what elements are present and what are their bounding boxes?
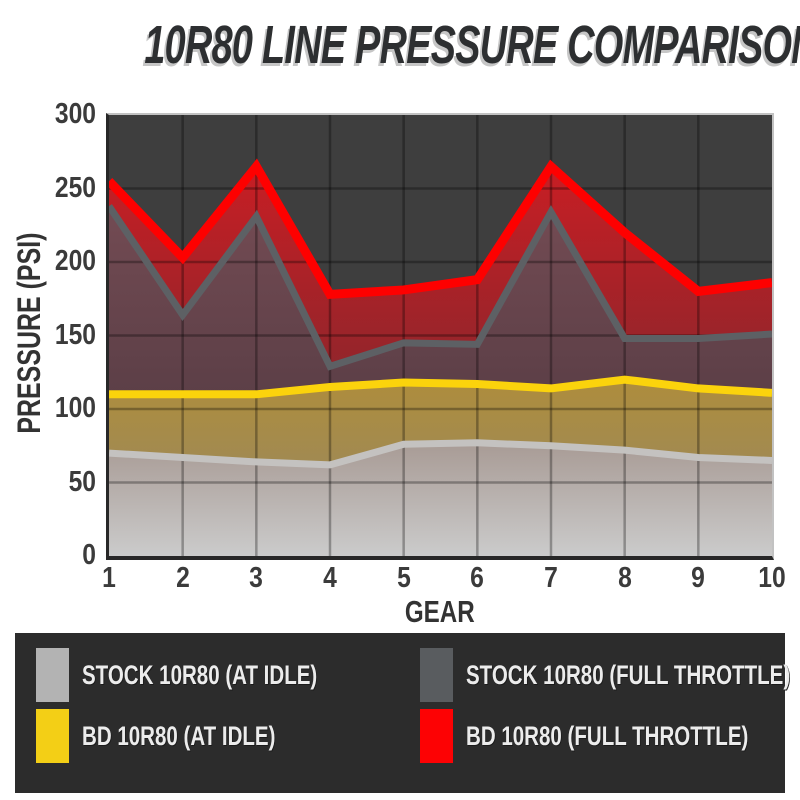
x-tick-label: 4 [323,562,337,594]
y-tick-label: 300 [54,98,96,130]
legend-item-stock-idle: STOCK 10R80 (AT IDLE) [36,648,392,702]
area-stock-full-throttle [109,206,772,395]
line-stock-idle [109,439,772,469]
y-tick-label: 150 [54,318,96,351]
x-tick-label: 9 [691,562,706,594]
legend-label-bd-full-throttle: BD 10R80 (FULL THROTTLE) [466,720,749,751]
legend-label-bd-idle: BD 10R80 (AT IDLE) [82,720,276,751]
y-tick-label: 100 [54,392,96,424]
x-axis-title-text: GEAR [405,594,475,629]
line-stock-full-throttle [109,204,772,371]
x-axis-title: GEAR [240,594,640,630]
y-tick-label: 0 [82,539,96,571]
x-tick-label: 7 [544,562,558,594]
chart-title-text: 10R80 LINE PRESSURE COMPARISON [144,15,800,75]
legend-swatch-stock-idle [36,648,69,702]
plot-frame [106,113,774,560]
y-tick-label: 200 [54,245,96,277]
legend-swatch-bd-idle [36,709,69,763]
x-tick-label: 5 [396,562,411,594]
area-bd-idle [109,379,772,465]
legend-item-bd-full-throttle: BD 10R80 (FULL THROTTLE) [420,709,800,763]
legend-label-stock-idle: STOCK 10R80 (AT IDLE) [82,659,318,690]
pressure-comparison-chart [109,115,772,556]
x-tick-label: 1 [102,562,116,594]
legend: STOCK 10R80 (AT IDLE) STOCK 10R80 (FULL … [15,633,790,793]
legend-item-stock-full-throttle: STOCK 10R80 (FULL THROTTLE) [420,648,800,702]
y-tick-label: 50 [68,465,96,498]
chart-title: 10R80 LINE PRESSURE COMPARISON [0,14,800,76]
x-tick-label: 2 [175,562,190,594]
y-tick-label: 250 [54,171,96,204]
x-tick-label: 8 [617,562,632,594]
legend-label-stock-full-throttle: STOCK 10R80 (FULL THROTTLE) [466,659,791,690]
legend-swatch-stock-full-throttle [420,648,453,702]
line-bd-full-throttle [109,158,772,299]
line-bd-idle [109,375,772,399]
x-tick-label: 6 [470,562,485,594]
area-stock-idle [109,442,772,556]
legend-item-bd-idle: BD 10R80 (AT IDLE) [36,709,337,763]
x-tick-label: 3 [249,562,264,594]
legend-swatch-bd-full-throttle [420,709,453,763]
x-tick-label: 10 [758,562,786,594]
